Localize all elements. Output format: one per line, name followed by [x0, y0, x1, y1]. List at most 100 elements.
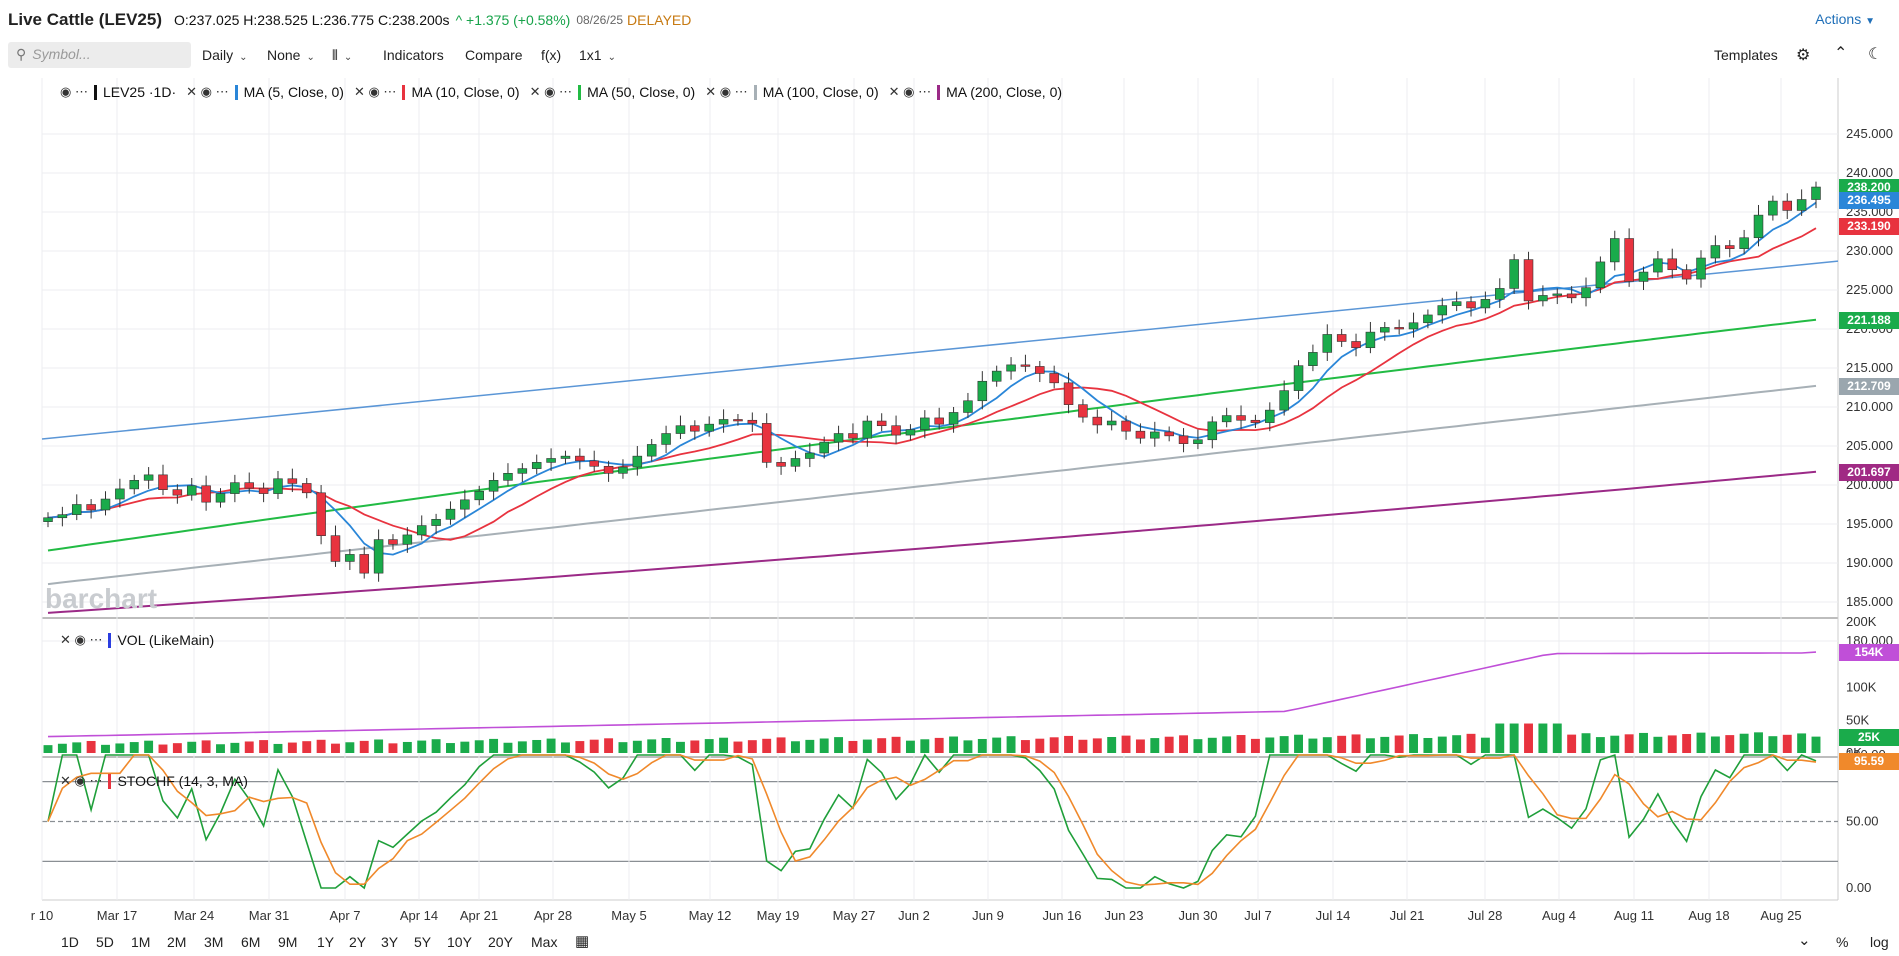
legend-ma100[interactable]: ✕ ◉ ⋯ MA (100, Close, 0): [705, 84, 878, 100]
interval-dropdown[interactable]: Daily ⌄: [202, 47, 248, 63]
range-button-20y[interactable]: 20Y: [488, 934, 513, 950]
volume-bar: [719, 737, 729, 753]
legend-main[interactable]: ◉ ⋯ LEV25 ·1D·: [60, 84, 176, 100]
price-tick-label: 200.000: [1846, 477, 1893, 492]
legend-ma200[interactable]: ✕ ◉ ⋯ MA (200, Close, 0): [889, 84, 1062, 100]
range-button-6m[interactable]: 6M: [241, 934, 261, 950]
overlay-dropdown[interactable]: None ⌄: [267, 47, 315, 63]
chevron-down-icon: ⌄: [607, 52, 616, 63]
date-tick-label: Jun 16: [1042, 908, 1081, 923]
candle-body: [1178, 435, 1189, 444]
range-button-5d[interactable]: 5D: [96, 934, 114, 950]
symbol-title[interactable]: Live Cattle (LEV25): [8, 10, 162, 29]
volume-bar: [1064, 735, 1074, 753]
volume-bar: [891, 736, 901, 753]
candle-body: [1523, 259, 1534, 302]
candle-body: [445, 508, 456, 520]
candle-body: [330, 535, 341, 562]
candle-body: [1164, 431, 1174, 437]
eye-icon[interactable]: ◉ ⋯: [60, 84, 88, 99]
range-button-10y[interactable]: 10Y: [447, 934, 472, 950]
stoch-tag: 95.59: [1839, 752, 1899, 770]
range-button-1m[interactable]: 1M: [131, 934, 151, 950]
candle-body: [273, 478, 283, 494]
log-toggle[interactable]: log: [1870, 934, 1889, 950]
candles: [43, 181, 1821, 582]
volume-bar: [302, 741, 312, 753]
candle-body: [1768, 200, 1778, 216]
calendar-icon[interactable]: ▦: [575, 933, 590, 950]
chevron-double-down-icon[interactable]: ⌄: [1798, 932, 1811, 949]
candle-body: [1437, 305, 1448, 316]
symbol-search[interactable]: ⚲ Symbol...: [8, 42, 191, 68]
range-button-1d[interactable]: 1D: [61, 934, 79, 950]
chart-type-dropdown[interactable]: ⫴ ⌄: [332, 47, 352, 64]
collapse-icon[interactable]: ⌃: [1834, 45, 1848, 62]
search-input[interactable]: Symbol...: [32, 46, 91, 62]
actions-menu[interactable]: Actions ▼: [1815, 11, 1875, 27]
candle-body: [675, 425, 686, 434]
range-button-1y[interactable]: 1Y: [317, 934, 335, 950]
candle-body: [1725, 245, 1735, 249]
percent-toggle[interactable]: %: [1836, 934, 1849, 950]
volume-bar: [589, 739, 599, 753]
candle-body: [704, 423, 714, 432]
range-button-2y[interactable]: 2Y: [349, 934, 367, 950]
volume-bar: [790, 741, 800, 753]
volume-bar: [1495, 723, 1505, 753]
close-eye-icon[interactable]: ✕ ◉ ⋯: [888, 84, 932, 99]
volume-bar: [1466, 733, 1476, 753]
volume-bar: [1725, 735, 1735, 753]
candle-body: [1020, 364, 1031, 367]
candle-body: [388, 539, 398, 545]
range-button-3m[interactable]: 3M: [204, 934, 224, 950]
candle-body: [287, 478, 298, 484]
volume-bar: [1811, 736, 1821, 753]
volume-bar: [101, 744, 110, 753]
candle-body: [1408, 322, 1419, 330]
range-button-max[interactable]: Max: [531, 934, 558, 950]
candle-body: [905, 429, 916, 436]
chart-area[interactable]: 245.000240.000235.000230.000225.000220.0…: [0, 70, 1899, 930]
date-tick-label: Mar 31: [249, 908, 289, 923]
close-eye-icon[interactable]: ✕ ◉ ⋯: [705, 84, 748, 99]
close-eye-icon[interactable]: ✕ ◉ ⋯: [353, 84, 397, 99]
candle-body: [1509, 259, 1519, 289]
templates-button[interactable]: Templates: [1714, 47, 1778, 63]
dark-mode-icon[interactable]: ☾: [1868, 46, 1883, 63]
legend-ma5[interactable]: ✕ ◉ ⋯ MA (5, Close, 0): [186, 84, 344, 100]
range-button-2m[interactable]: 2M: [167, 934, 187, 950]
close-eye-icon[interactable]: ✕ ◉ ⋯: [60, 632, 103, 647]
legend-ma100-label: MA (100, Close, 0): [762, 84, 879, 100]
legend-vol[interactable]: ✕ ◉ ⋯ VOL (LikeMain): [60, 632, 214, 648]
price-tick-label: 185.000: [1846, 594, 1893, 609]
price-tick-label: 215.000: [1846, 360, 1893, 375]
candle-body: [618, 466, 628, 474]
range-button-5y[interactable]: 5Y: [414, 934, 432, 950]
indicators-button[interactable]: Indicators: [383, 47, 444, 63]
search-icon: ⚲: [16, 46, 27, 62]
range-button-3y[interactable]: 3Y: [381, 934, 399, 950]
compare-button[interactable]: Compare: [465, 47, 523, 63]
close-eye-icon[interactable]: ✕ ◉ ⋯: [186, 84, 229, 99]
fx-button[interactable]: f(x): [541, 47, 562, 63]
volume-bar: [345, 742, 355, 753]
volume-bar: [1222, 736, 1232, 753]
legend-stoch[interactable]: ✕ ◉ ⋯ STOCHF (14, 3, MA): [60, 773, 248, 789]
ma100-line: [47, 384, 1817, 586]
volume-bar: [1250, 738, 1260, 753]
volume-bar: [690, 740, 700, 753]
legend-ma50[interactable]: ✕ ◉ ⋯ MA (50, Close, 0): [530, 84, 696, 100]
range-button-9m[interactable]: 9M: [278, 934, 298, 950]
candle-body: [488, 480, 499, 492]
candle-body: [186, 485, 197, 496]
legend-ma10[interactable]: ✕ ◉ ⋯ MA (10, Close, 0): [354, 84, 520, 100]
close-eye-icon[interactable]: ✕ ◉ ⋯: [529, 84, 573, 99]
close-eye-icon[interactable]: ✕ ◉ ⋯: [60, 773, 103, 788]
gear-icon[interactable]: ⚙: [1796, 47, 1811, 64]
ma50-line: [47, 318, 1817, 552]
quote-date: 08/26/25: [576, 13, 624, 27]
candle-body: [316, 492, 326, 536]
date-tick-label: Aug 4: [1542, 908, 1576, 923]
layout-dropdown[interactable]: 1x1 ⌄: [579, 47, 616, 63]
